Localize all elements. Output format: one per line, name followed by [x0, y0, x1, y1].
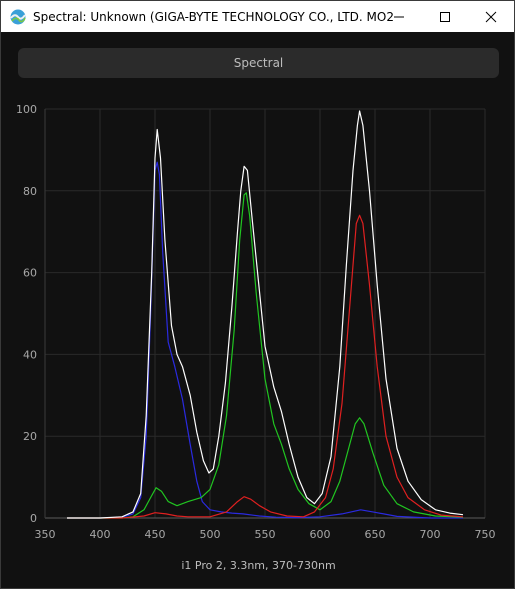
close-button[interactable] [468, 1, 514, 32]
x-tick-label: 600 [310, 528, 331, 541]
y-tick-label: 80 [23, 185, 37, 198]
y-tick-label: 0 [30, 512, 37, 525]
minimize-icon [394, 16, 404, 17]
y-tick-label: 100 [16, 103, 37, 116]
close-icon [485, 11, 497, 22]
x-tick-label: 550 [255, 528, 276, 541]
series-line-2 [67, 214, 464, 519]
series-line-1 [67, 192, 464, 519]
y-tick-label: 40 [23, 348, 37, 361]
x-tick-label: 650 [365, 528, 386, 541]
y-tick-label: 60 [23, 267, 37, 280]
x-tick-label: 400 [90, 528, 111, 541]
x-tick-label: 700 [420, 528, 441, 541]
series-line-0 [67, 161, 463, 519]
maximize-icon [440, 11, 450, 22]
series-line-3 [67, 110, 464, 519]
x-tick-label: 450 [145, 528, 166, 541]
tab-spectral[interactable]: Spectral [18, 48, 499, 78]
spectral-app-icon [10, 9, 26, 24]
minimize-button[interactable] [376, 1, 422, 32]
maximize-button[interactable] [422, 1, 468, 32]
title-bar[interactable]: Spectral: Unknown (GIGA-BYTE TECHNOLOGY … [1, 1, 514, 32]
x-tick-label: 350 [35, 528, 56, 541]
spectral-chart: 350 400 450 500 550 600 650 700 750 0 20 40 60 80 100 [16, 103, 496, 541]
window-title: Spectral: Unknown (GIGA-BYTE TECHNOLOGY … [33, 9, 393, 24]
x-tick-label: 500 [200, 528, 221, 541]
tab-spectral-label: Spectral [233, 56, 284, 70]
y-tick-label: 20 [23, 430, 37, 443]
x-tick-label: 750 [475, 528, 496, 541]
instrument-caption: i1 Pro 2, 3.3nm, 370-730nm [181, 559, 336, 572]
